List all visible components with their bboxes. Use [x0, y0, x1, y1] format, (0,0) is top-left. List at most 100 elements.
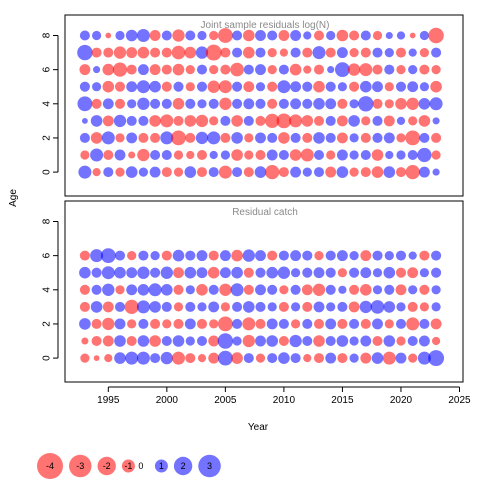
bubble-age0-year2004: [208, 167, 219, 178]
bubble-age0-year1995: [103, 167, 114, 178]
bubble-age2-year2011: [290, 132, 301, 143]
bubble-age7-year2018: [372, 47, 383, 58]
bubble-age6-year2020: [395, 250, 407, 261]
bubble-age3-year1998: [136, 300, 150, 314]
bubble-age4-year1993: [79, 284, 90, 295]
bubble-age0-year2017: [360, 167, 371, 178]
bubble-age1-year2008: [255, 149, 266, 161]
bubble-age0-year2005: [217, 350, 233, 366]
bubble-age8-year2012: [303, 31, 312, 40]
bubble-age2-year2002: [184, 318, 196, 330]
bubble-age3-year2009: [265, 113, 280, 129]
bubble-age0-year2010: [278, 352, 290, 364]
bubble-age8-year2011: [290, 30, 302, 41]
bubble-age4-year2022: [418, 97, 431, 110]
bubble-age3-year2012: [302, 301, 313, 312]
bubble-age2-year2008: [255, 318, 266, 329]
bubble-age6-year2004: [209, 65, 219, 75]
bubble-age0-year2021: [405, 164, 420, 180]
bubble-age5-year2003: [196, 81, 208, 92]
bubble-age0-year2009: [267, 353, 278, 364]
bubble-age4-year1999: [150, 98, 161, 109]
x-tick-label: 2005: [214, 395, 237, 406]
bubble-age5-year2002: [185, 82, 195, 92]
bubble-age1-year2013: [313, 335, 325, 347]
bubble-age1-year2009: [266, 335, 279, 347]
bubble-age4-year2009: [267, 98, 278, 109]
bubble-age5-year1998: [137, 266, 150, 279]
bubble-age3-year2012: [301, 115, 314, 127]
bubble-age0-year1999: [149, 166, 161, 178]
bubble-age0-year2019: [383, 166, 396, 178]
bubble-age6-year1998: [137, 64, 149, 76]
bubble-age1-year2010: [278, 149, 289, 161]
bubble-age6-year2023: [431, 65, 441, 75]
bubble-age4-year2021: [408, 285, 418, 295]
bubble-age4-year2016: [349, 284, 360, 295]
bubble-age3-year2021: [407, 301, 418, 312]
bubble-age5-year2005: [218, 80, 232, 94]
bubble-age6-year2022: [419, 64, 430, 75]
legend-bubble: [69, 454, 92, 478]
y-tick-label: 0: [42, 355, 53, 361]
bubble-age6-year1996: [112, 62, 128, 77]
bubble-age5-year2003: [196, 267, 208, 279]
legend-label: -4: [46, 461, 54, 471]
bubble-age1-year2022: [418, 335, 430, 347]
bubble-age7-year2006: [232, 47, 243, 58]
bubble-age4-year2014: [325, 98, 337, 110]
bubble-age4-year1998: [137, 283, 150, 296]
bubble-age1-year2016: [349, 336, 359, 346]
bubble-age6-year2019: [384, 64, 395, 75]
bubble-age3-year2001: [173, 302, 184, 312]
bubble-age0-year2023: [428, 350, 445, 367]
bubble-age6-year2011: [289, 63, 302, 76]
bubble-age5-year2012: [302, 81, 313, 92]
x-tick-label: 2015: [331, 395, 354, 406]
y-tick-label: 6: [42, 66, 53, 72]
bubble-age4-year2003: [197, 99, 207, 109]
bubble-age6-year2010: [278, 250, 289, 261]
bubble-age6-year2000: [161, 250, 172, 261]
bubble-age7-year2019: [384, 48, 394, 58]
bubble-age6-year2012: [303, 65, 312, 74]
bubble-age7-year2017: [360, 47, 371, 58]
bubble-age6-year2006: [231, 249, 243, 262]
bubble-age1-year2023: [431, 150, 441, 160]
bubble-age4-year1994: [91, 98, 102, 109]
bubble-age4-year1995: [102, 98, 114, 110]
bubble-age3-year2014: [325, 115, 336, 126]
bubble-age0-year2011: [290, 353, 301, 364]
bubble-age5-year2009: [267, 81, 278, 92]
bubble-age4-year2023: [431, 285, 441, 295]
bubble-age5-year2022: [419, 82, 429, 92]
bubble-age1-year2009: [266, 149, 278, 161]
bubble-age2-year1996: [114, 318, 126, 330]
bubble-age2-year2008: [255, 132, 266, 144]
bubble-age2-year2015: [337, 318, 348, 329]
bubble-age1-year2000: [161, 149, 172, 161]
bubble-age5-year1993: [79, 81, 90, 92]
bubble-age4-year2015: [337, 98, 348, 109]
bubble-age6-year2003: [196, 250, 208, 262]
bubble-age5-year2004: [207, 80, 220, 93]
bubble-age6-year2000: [161, 64, 172, 75]
bubble-age3-year2010: [276, 113, 292, 129]
bubble-age4-year2007: [243, 284, 254, 295]
bubble-age4-year2010: [278, 98, 289, 109]
legend-bubble: [173, 456, 193, 476]
bubble-age4-year1997: [127, 99, 137, 109]
bubble-age0-year2022: [417, 351, 431, 365]
y-tick-label: 2: [42, 135, 53, 141]
bubble-age3-year2017: [361, 116, 371, 126]
bubble-age3-year1993: [81, 117, 88, 124]
bubble-age2-year2004: [209, 319, 219, 329]
bubble-age3-year2001: [173, 115, 184, 126]
bubble-age6-year2009: [267, 65, 277, 75]
bubble-age3-year2008: [255, 115, 266, 126]
bubble-age0-year1993: [78, 165, 92, 179]
bubble-age5-year2000: [160, 266, 173, 279]
bubble-age4-year2008: [255, 284, 266, 296]
bubble-age6-year2008: [255, 64, 266, 76]
bubbles-top: [77, 27, 444, 180]
